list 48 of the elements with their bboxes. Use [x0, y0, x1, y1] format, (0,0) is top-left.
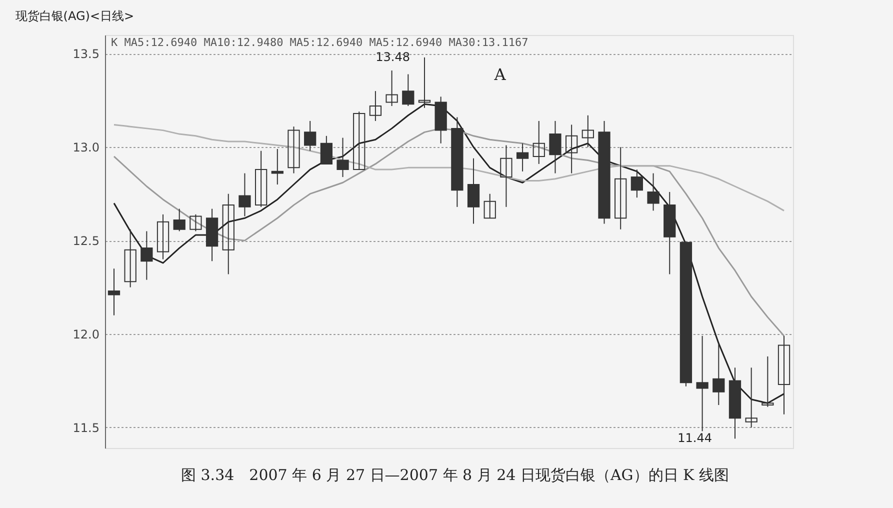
y-tick-label: 12.5: [72, 234, 100, 248]
candlestick: [712, 342, 725, 406]
line-series: [113, 124, 785, 212]
candlestick: [532, 120, 545, 164]
line-series: [113, 103, 785, 404]
chart-title: 现货白银(AG)<日线>: [15, 9, 134, 23]
candlestick: [418, 56, 431, 108]
candlestick: [190, 214, 202, 232]
candlestick: [156, 214, 170, 260]
candlestick: [140, 230, 153, 280]
candlestick: [320, 135, 333, 164]
y-tick-label: 13.0: [72, 140, 100, 155]
candlestick: [565, 124, 578, 174]
caption: 图 3.34 2007 年 6 月 27 日—2007 年 8 月 24 日现货白银（AG）的日 K 线图: [180, 466, 730, 484]
candlestick: [516, 142, 529, 172]
candlestick: [108, 268, 120, 316]
candlestick: [222, 193, 234, 275]
candlestick: [762, 356, 774, 408]
annotation: K MA5:12.6940 MA10:12.9480 MA5:12.6940 MA5:12.6940 MA30:13.1167: [111, 36, 528, 49]
annotation: 11.44: [678, 431, 712, 445]
annotation: A: [493, 65, 506, 84]
candlestick: [271, 148, 284, 185]
candlestick: [500, 144, 512, 208]
candlestick: [353, 111, 366, 170]
candlestick: [238, 172, 251, 217]
candlestick: [254, 150, 268, 208]
candlestick: [484, 193, 496, 219]
candlestick: [582, 114, 594, 148]
candlestick: [336, 137, 349, 178]
candlestick: [778, 335, 790, 415]
candlestick: [369, 90, 382, 122]
candlestick: [467, 158, 480, 224]
candlestick: [402, 74, 414, 107]
y-tick-label: 11.5: [72, 420, 100, 435]
candlestick: [630, 169, 644, 198]
candlestick: [696, 335, 708, 432]
candlestick: [386, 70, 398, 107]
candlestick: [124, 228, 136, 288]
annotation: 13.48: [376, 50, 410, 64]
candlestick: [304, 120, 316, 152]
candlestick: [173, 208, 186, 232]
candlestick: [614, 146, 627, 230]
candlestick: [647, 172, 660, 212]
y-tick-label: 12.0: [72, 328, 100, 342]
y-tick-label: 13.5: [72, 47, 100, 62]
candlestick: [549, 120, 562, 174]
candlestick: [745, 367, 758, 428]
candlestick: [288, 126, 300, 174]
